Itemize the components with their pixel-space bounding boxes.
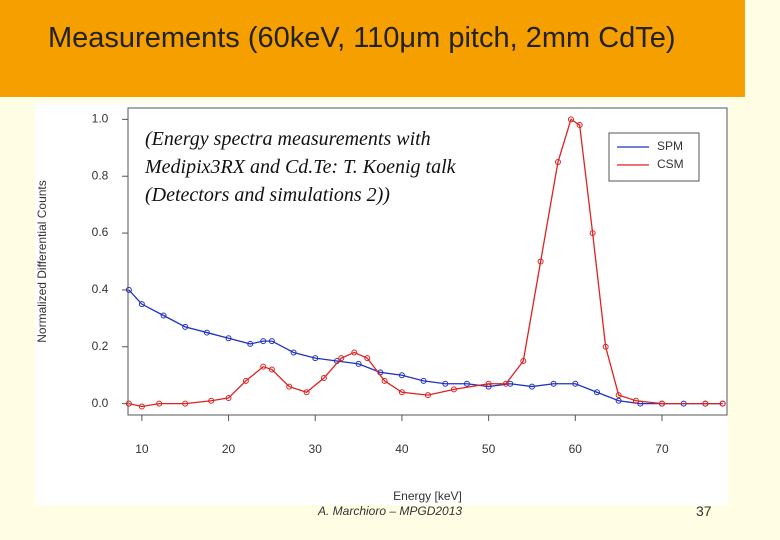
x-tick-label: 40: [395, 442, 409, 456]
data-point: [290, 349, 297, 356]
data-point: [554, 159, 561, 166]
data-point: [502, 380, 509, 387]
data-point: [312, 355, 319, 362]
data-point: [160, 312, 167, 319]
y-tick-label: 1.0: [92, 112, 109, 126]
data-point: [658, 400, 665, 407]
chart: 0.0 0.2 0.4 0.6 0.8 1.0 10 20 30 40 50 60 70 Energy […: [35, 107, 728, 503]
data-point: [355, 360, 362, 367]
data-point: [381, 377, 388, 384]
data-point: [572, 380, 579, 387]
data-point: [364, 355, 371, 362]
data-point: [550, 380, 557, 387]
data-point: [602, 343, 609, 350]
data-point: [242, 377, 249, 384]
data-point: [593, 389, 600, 396]
data-point: [182, 323, 189, 330]
series-line: [128, 289, 723, 405]
data-point: [208, 397, 215, 404]
plot-frame: [127, 107, 728, 416]
data-point: [567, 116, 574, 123]
x-tick-label: 70: [655, 442, 669, 456]
data-point: [260, 363, 267, 370]
data-point: [247, 340, 254, 347]
data-point: [442, 380, 449, 387]
x-tick-label: 50: [482, 442, 496, 456]
x-tick-label: 10: [135, 442, 149, 456]
data-point: [398, 372, 405, 379]
data-point: [589, 230, 596, 237]
y-tick-label: 0.6: [92, 225, 109, 239]
data-point: [225, 394, 232, 401]
data-point: [398, 389, 405, 396]
data-point: [719, 400, 726, 407]
footer: A. Marchioro – MPGD2013: [318, 504, 463, 518]
data-point: [507, 380, 514, 387]
data-point: [450, 386, 457, 393]
legend-box: [608, 132, 700, 182]
data-point: [338, 355, 345, 362]
data-point: [576, 122, 583, 129]
page-number: 37: [696, 503, 712, 519]
data-point: [125, 286, 132, 293]
y-tick-label: 0.8: [92, 168, 109, 182]
data-point: [268, 338, 275, 345]
data-point: [537, 258, 544, 265]
x-axis-label: Energy [keV]: [393, 489, 462, 503]
data-point: [156, 400, 163, 407]
data-point: [268, 366, 275, 373]
data-point: [138, 403, 145, 410]
data-point: [286, 383, 293, 390]
legend-label: CSM: [657, 157, 684, 171]
y-tick-label: 0.0: [92, 396, 109, 410]
data-point: [182, 400, 189, 407]
x-tick-label: 60: [569, 442, 583, 456]
y-tick-label: 0.2: [92, 339, 109, 353]
data-point: [138, 301, 145, 308]
data-point: [420, 377, 427, 384]
data-point: [320, 375, 327, 382]
data-point: [225, 335, 232, 342]
data-point: [463, 380, 470, 387]
data-point: [351, 349, 358, 356]
annotation: (Energy spectra measurements with Medipi…: [145, 128, 456, 206]
chart-image: 0.0 0.2 0.4 0.6 0.8 1.0 10 20 30 40 50 60 70 Energy […: [35, 103, 728, 505]
data-point: [528, 383, 535, 390]
data-point: [424, 392, 431, 399]
data-point: [615, 392, 622, 399]
slide-title: Measurements (60keV, 110μm pitch, 2mm Cd…: [48, 22, 676, 54]
data-point: [303, 389, 310, 396]
legend-label: SPM: [657, 139, 683, 153]
data-point: [260, 338, 267, 345]
data-point: [520, 357, 527, 364]
data-point: [702, 400, 709, 407]
data-point: [485, 380, 492, 387]
title-banner: [0, 0, 745, 97]
series-line: [128, 118, 723, 408]
data-point: [632, 397, 639, 404]
y-tick-label: 0.4: [92, 282, 109, 296]
y-axis-label: Normalized Differential Counts: [35, 180, 49, 343]
x-tick-label: 30: [309, 442, 323, 456]
data-point: [615, 397, 622, 404]
data-point: [125, 400, 132, 407]
x-tick-label: 20: [222, 442, 236, 456]
data-point: [203, 329, 210, 336]
